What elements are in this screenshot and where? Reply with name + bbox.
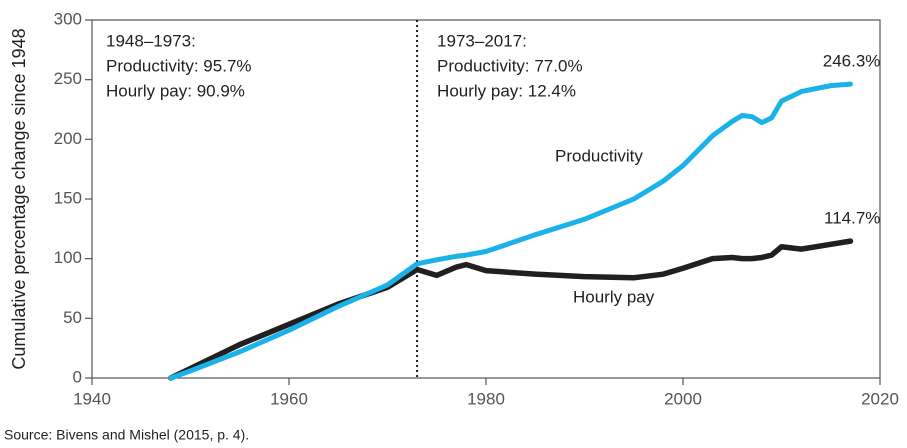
period-stat: Hourly pay: 90.9% <box>106 81 245 100</box>
y-tick-label: 300 <box>54 9 82 28</box>
x-tick-label: 2020 <box>861 389 899 408</box>
y-tick-label: 200 <box>54 129 82 148</box>
period-label: 1973–2017: <box>437 31 527 50</box>
value-label: 114.7% <box>824 209 880 228</box>
y-tick-label: 250 <box>54 69 82 88</box>
period-stat: Productivity: 95.7% <box>106 56 252 75</box>
source: Source: Bivens and Mishel (2015, p. 4). <box>4 427 249 443</box>
y-tick-label: 0 <box>73 367 82 386</box>
period-stat: Productivity: 77.0% <box>437 56 583 75</box>
series-label: Hourly pay <box>573 287 655 306</box>
x-tick-label: 1980 <box>467 389 505 408</box>
y-axis-label: Cumulative percentage change since 1948 <box>9 28 29 369</box>
period-stat: Hourly pay: 12.4% <box>437 81 576 100</box>
y-tick-label: 50 <box>63 308 82 327</box>
series-line <box>168 238 854 381</box>
x-tick-label: 1940 <box>73 389 111 408</box>
period-label: 1948–1973: <box>106 31 196 50</box>
value-label: 246.3% <box>823 52 881 71</box>
series-label: Productivity <box>555 146 643 165</box>
x-tick-label: 1960 <box>270 389 308 408</box>
y-tick-label: 150 <box>54 188 82 207</box>
series-line <box>168 81 853 381</box>
y-tick-label: 100 <box>54 248 82 267</box>
x-tick-label: 2000 <box>664 389 702 408</box>
